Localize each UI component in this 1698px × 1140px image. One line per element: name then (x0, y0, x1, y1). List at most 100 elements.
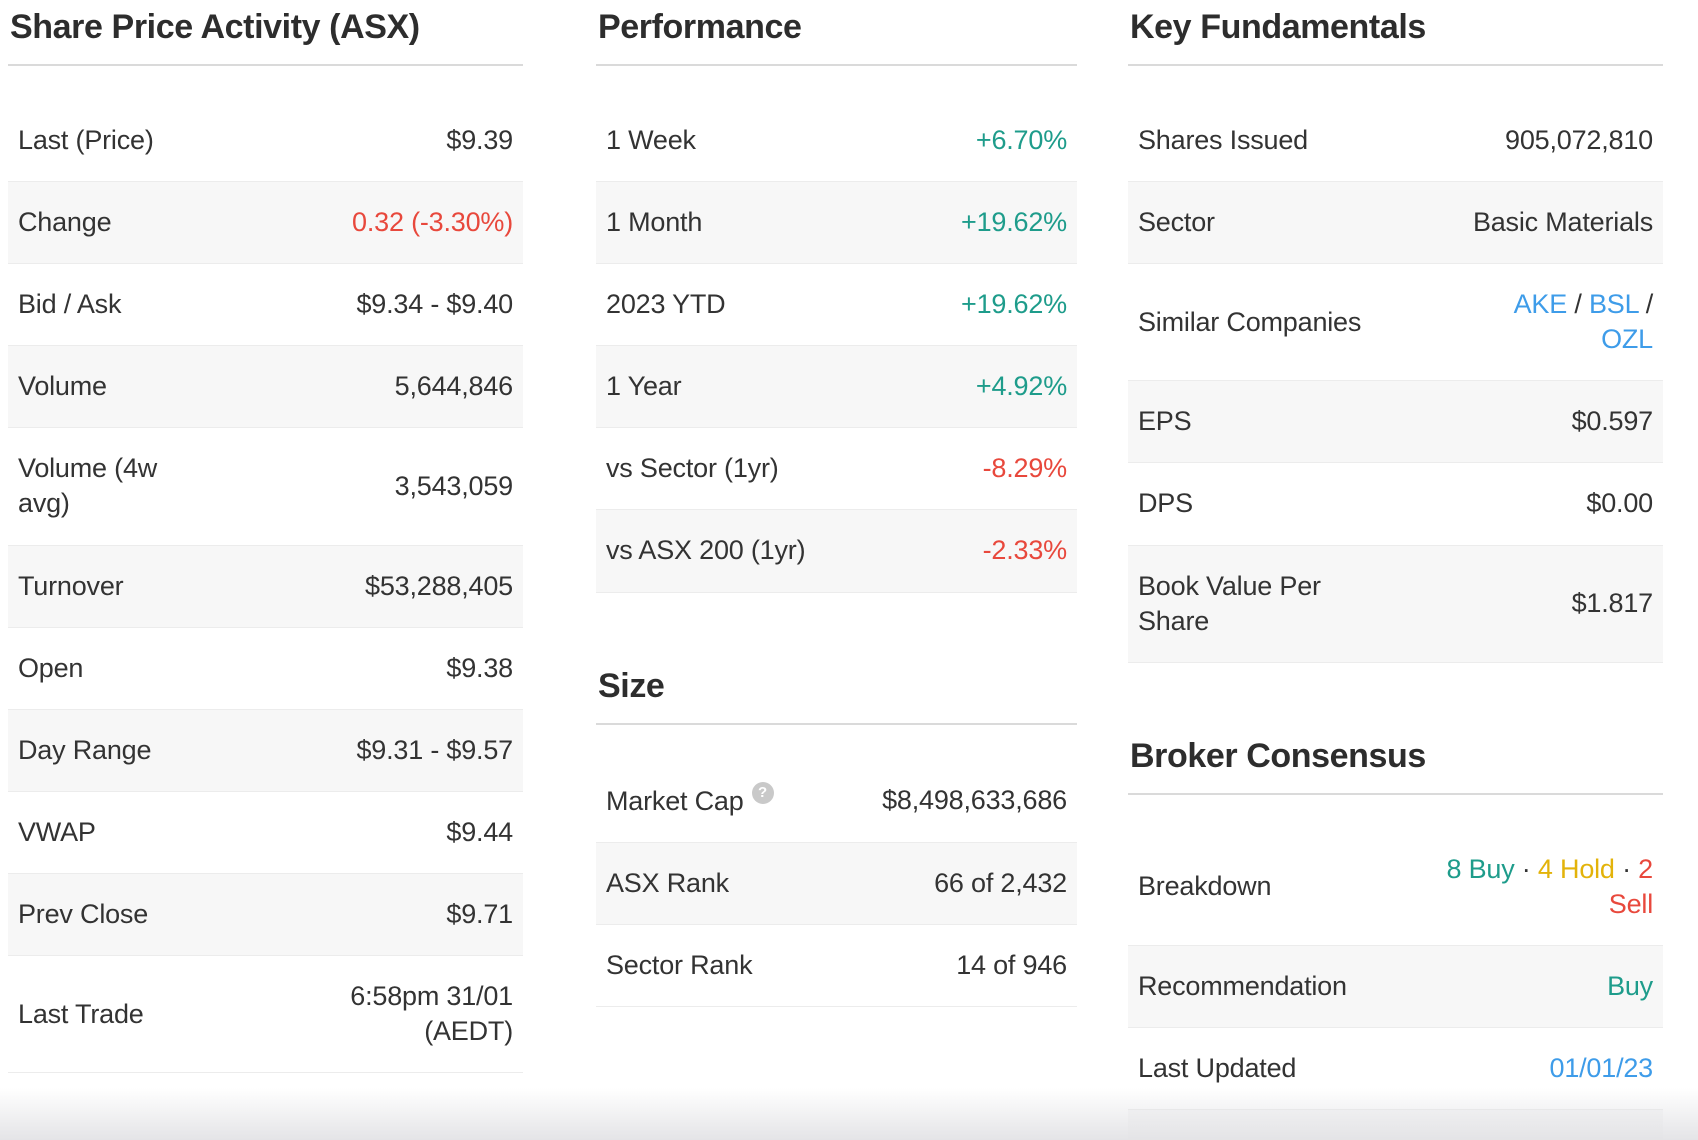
row-label: 2023 YTD (606, 287, 818, 322)
table-row-shares-issued: Shares Issued 905,072,810 (1128, 100, 1663, 183)
table-row-dps: DPS $0.00 (1128, 463, 1663, 546)
row-label: Last Updated (1138, 1051, 1375, 1086)
table-row-eps: EPS $0.597 (1128, 381, 1663, 464)
row-value: 66 of 2,432 (818, 866, 1067, 901)
row-value: $0.597 (1375, 404, 1654, 439)
row-label-text: Book Value Per (1138, 570, 1321, 601)
row-label-text: Open (18, 652, 84, 683)
row-label: Bid / Ask (18, 287, 246, 322)
row-value-text: 6:58pm 31/01 (350, 981, 513, 1012)
row-label-text: Recommendation (1138, 970, 1347, 1001)
row-label-text: VWAP (18, 816, 96, 847)
row-label-text: Breakdown (1138, 871, 1272, 902)
row-value-text: $9.31 - $9.57 (356, 734, 513, 765)
rows-share-price-activity-asx: Last (Price) $9.39 Change 0.32 (-3.30%) Bid … (8, 100, 523, 1074)
row-value-text: · (1614, 853, 1639, 884)
row-label-text: Change (18, 207, 112, 238)
rows-broker-consensus: Breakdown 8 Buy · 4 Hold · 2 Sell Recommend… (1128, 829, 1663, 1140)
column-share-price-activity: Share Price Activity (ASX) Last (Price) $9… (8, 0, 523, 1074)
row-label-text: Shares Issued (1138, 125, 1308, 155)
row-label: Recommendation (1138, 969, 1375, 1004)
row-value-text: Sell (1608, 888, 1653, 919)
row-label: Prev Close (18, 897, 246, 932)
row-value: $8,498,633,686 (818, 783, 1067, 818)
row-label: Turnover (18, 569, 246, 604)
row-value: $9.39 (246, 123, 513, 158)
row-value: 01/01/23 (1375, 1051, 1654, 1086)
row-value-text: 2 (1638, 853, 1653, 884)
row-value-text: -2.33% (982, 535, 1068, 566)
link-ozl[interactable]: OZL (1601, 324, 1653, 355)
row-value-text: $9.34 - $9.40 (356, 289, 513, 320)
rows-performance: 1 Week +6.70% 1 Month +19.62% 2023 YTD +19.62… (596, 100, 1077, 593)
row-label: Shares Issued (1138, 123, 1375, 158)
row-label: EPS (1138, 404, 1375, 439)
row-value-text: $9.44 (446, 816, 513, 847)
row-label-text: Last (Price) (18, 125, 154, 155)
row-label: Day Range (18, 733, 246, 768)
section-title-share-price-activity-asx: Share Price Activity (ASX) (8, 0, 523, 66)
row-value: $9.31 - $9.57 (246, 733, 513, 768)
row-label-text: Last Updated (1138, 1053, 1297, 1084)
section-title-broker-consensus: Broker Consensus (1128, 729, 1663, 795)
row-value-text: 66 of 2,432 (934, 867, 1067, 898)
row-value: +19.62% (818, 287, 1067, 322)
row-label: Volume (4w avg) (18, 451, 246, 521)
table-row-vs-sector-1yr: vs Sector (1yr) -8.29% (596, 428, 1077, 511)
row-label: ASX Rank (606, 866, 818, 901)
table-row-asx-rank: ASX Rank 66 of 2,432 (596, 842, 1077, 925)
section-share-price-activity-asx: Share Price Activity (ASX) Last (Price) $9… (8, 0, 523, 1074)
table-row-filler (1128, 1110, 1663, 1140)
row-value: $9.71 (246, 897, 513, 932)
table-row-book-value-per-share: Book Value Per Share $1.817 (1128, 545, 1663, 663)
rows-key-fundamentals: Shares Issued 905,072,810 Sector Basic Mate… (1128, 100, 1663, 663)
row-value-text: 8 Buy (1446, 853, 1515, 884)
row-value-text: $8,498,633,686 (882, 784, 1067, 815)
row-label: 1 Month (606, 205, 818, 240)
row-label: DPS (1138, 486, 1375, 521)
row-value: $53,288,405 (246, 569, 513, 604)
link-01-01-23[interactable]: 01/01/23 (1549, 1053, 1654, 1084)
table-row-open: Open $9.38 (8, 628, 523, 710)
row-value-text: +19.62% (961, 289, 1067, 320)
table-row-prev-close: Prev Close $9.71 (8, 873, 523, 957)
row-label: Book Value Per Share (1138, 569, 1375, 639)
table-row-bid-ask: Bid / Ask $9.34 - $9.40 (8, 264, 523, 347)
row-label-text: 1 Month (606, 207, 703, 238)
table-row-turnover: Turnover $53,288,405 (8, 545, 523, 628)
row-label: Volume (18, 369, 246, 404)
row-label-text: Volume (18, 371, 107, 402)
row-label-text: 1 Year (606, 371, 682, 402)
link-ake[interactable]: AKE (1513, 289, 1568, 320)
link-bsl[interactable]: BSL (1588, 289, 1639, 320)
table-row-1-week: 1 Week +6.70% (596, 100, 1077, 183)
table-row-change: Change 0.32 (-3.30%) (8, 182, 523, 265)
row-value-text: / (1567, 289, 1589, 320)
table-row-1-year: 1 Year +4.92% (596, 346, 1077, 429)
row-label-text: Share (1138, 605, 1210, 636)
row-label-text: 1 Week (606, 125, 696, 155)
row-label: Change (18, 205, 246, 240)
row-value-text: $1.817 (1571, 588, 1654, 619)
row-value: -8.29% (818, 451, 1068, 486)
column-fundamentals-consensus: Key Fundamentals Shares Issued 905,072,810… (1128, 0, 1663, 1140)
row-value: 905,072,810 (1375, 123, 1653, 158)
row-value-text: 5,644,846 (394, 371, 514, 402)
row-label-text: Prev Close (18, 898, 149, 929)
column-performance-size: Performance 1 Week +6.70% 1 Month +19.62% 202… (596, 0, 1077, 1007)
row-label-text: Similar Companies (1138, 306, 1362, 337)
table-row-last-updated: Last Updated 01/01/23 (1128, 1028, 1663, 1111)
row-value-text: Basic Materials (1472, 207, 1653, 238)
row-value-text: $9.71 (446, 898, 513, 929)
row-value-text: / (1638, 289, 1654, 320)
row-value: +4.92% (818, 369, 1067, 404)
row-value: 8 Buy · 4 Hold · 2 Sell (1375, 852, 1653, 922)
row-value-text: +6.70% (975, 125, 1067, 155)
help-icon[interactable]: ? (751, 781, 774, 804)
row-label-text: vs ASX 200 (1yr) (606, 535, 806, 566)
section-title-performance: Performance (596, 0, 1077, 66)
row-value-text: 3,543,059 (394, 470, 514, 501)
row-value: Basic Materials (1375, 205, 1653, 240)
row-value-text: $53,288,405 (365, 570, 513, 601)
row-label-text: Sector Rank (606, 949, 753, 980)
